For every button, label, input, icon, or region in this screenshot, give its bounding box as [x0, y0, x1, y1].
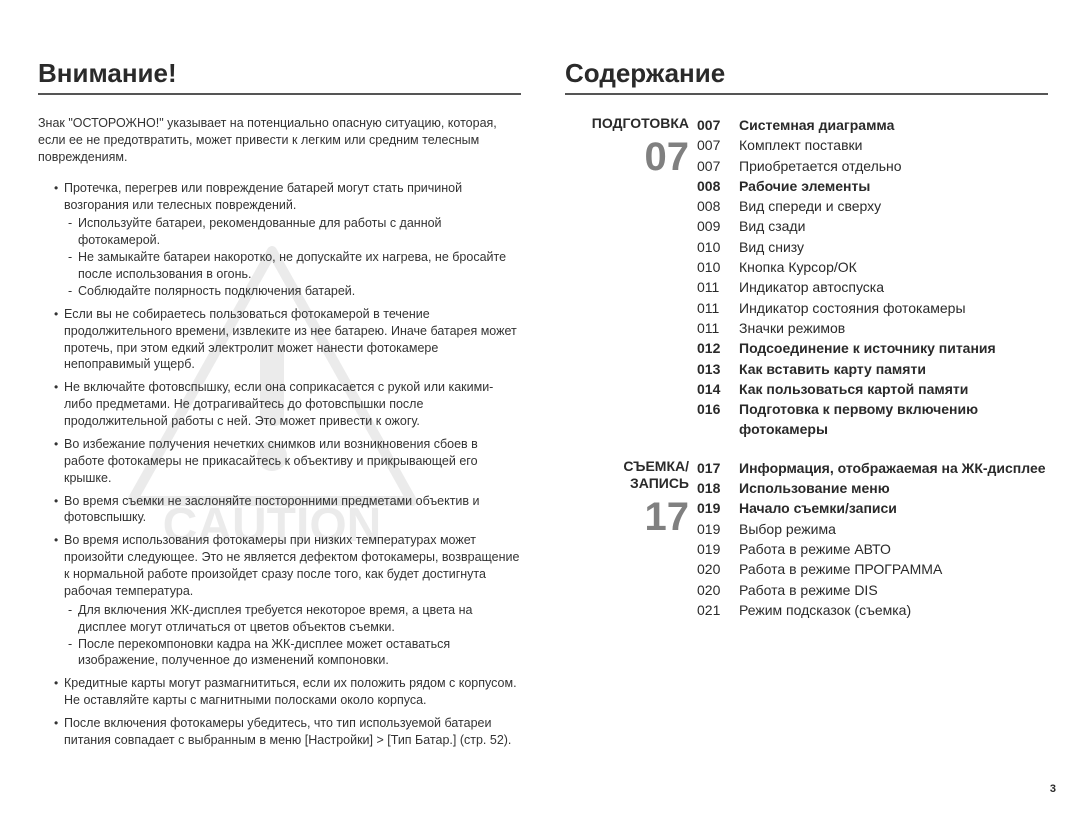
caution-item: Не включайте фотовспышку, если она сопри… — [54, 379, 521, 430]
toc-page-num: 016 — [697, 399, 739, 440]
toc-page-num: 019 — [697, 498, 739, 518]
toc-page-num: 013 — [697, 359, 739, 379]
right-heading: Содержание — [565, 58, 1048, 95]
toc-row: 011Индикатор автоспуска — [697, 277, 1048, 297]
toc-row: 020Работа в режиме ПРОГРАММА — [697, 559, 1048, 579]
toc-title: Вид снизу — [739, 237, 1048, 257]
toc-title: Приобретается отдельно — [739, 156, 1048, 176]
toc-row: 007Приобретается отдельно — [697, 156, 1048, 176]
toc-title: Режим подсказок (съемка) — [739, 600, 1048, 620]
toc-page-num: 021 — [697, 600, 739, 620]
toc-title: Рабочие элементы — [739, 176, 1048, 196]
caution-list: Протечка, перегрев или повреждение батар… — [38, 180, 521, 749]
toc-title: Информация, отображаемая на ЖК-дисплее — [739, 458, 1048, 478]
toc-row: 019Начало съемки/записи — [697, 498, 1048, 518]
toc-title: Как вставить карту памяти — [739, 359, 1048, 379]
toc-title: Работа в режиме DIS — [739, 580, 1048, 600]
toc-page-num: 010 — [697, 237, 739, 257]
toc-title: Значки режимов — [739, 318, 1048, 338]
toc-page-num: 010 — [697, 257, 739, 277]
caution-subitem: Не замыкайте батареи накоротко, не допус… — [68, 249, 521, 283]
toc-page-num: 007 — [697, 135, 739, 155]
toc-row: 007Комплект поставки — [697, 135, 1048, 155]
caution-item: Во время использования фотокамеры при ни… — [54, 532, 521, 669]
toc-row: 011Индикатор состояния фотокамеры — [697, 298, 1048, 318]
toc-page-num: 008 — [697, 176, 739, 196]
left-heading: Внимание! — [38, 58, 521, 95]
toc-title: Использование меню — [739, 478, 1048, 498]
toc-row: 007Системная диаграмма — [697, 115, 1048, 135]
toc-row: 012Подсоединение к источнику питания — [697, 338, 1048, 358]
toc-row: 013Как вставить карту памяти — [697, 359, 1048, 379]
toc-page-num: 008 — [697, 196, 739, 216]
toc-page-num: 011 — [697, 318, 739, 338]
toc-row: 010Вид снизу — [697, 237, 1048, 257]
toc-title: Работа в режиме ПРОГРАММА — [739, 559, 1048, 579]
toc-row: 011Значки режимов — [697, 318, 1048, 338]
toc-title: Индикатор состояния фотокамеры — [739, 298, 1048, 318]
caution-item: Во избежание получения нечетких снимков … — [54, 436, 521, 487]
toc-page-num: 017 — [697, 458, 739, 478]
toc-page-num: 009 — [697, 216, 739, 236]
intro-text: Знак "ОСТОРОЖНО!" указывает на потенциал… — [38, 115, 521, 166]
toc-row: 020Работа в режиме DIS — [697, 580, 1048, 600]
toc-section: ПОДГОТОВКА07007Системная диаграмма007Ком… — [565, 115, 1048, 440]
toc-title: Кнопка Курсор/ОК — [739, 257, 1048, 277]
toc-row: 018Использование меню — [697, 478, 1048, 498]
toc-row: 009Вид сзади — [697, 216, 1048, 236]
toc-row: 021Режим подсказок (съемка) — [697, 600, 1048, 620]
toc-row: 008Вид спереди и сверху — [697, 196, 1048, 216]
toc-row: 019Выбор режима — [697, 519, 1048, 539]
table-of-contents: ПОДГОТОВКА07007Системная диаграмма007Ком… — [565, 115, 1048, 620]
toc-row: 016Подготовка к первому включению фотока… — [697, 399, 1048, 440]
toc-page-num: 011 — [697, 277, 739, 297]
toc-section: СЪЕМКА/ ЗАПИСЬ 17 017Информация, отображае… — [565, 458, 1048, 620]
toc-title: Комплект поставки — [739, 135, 1048, 155]
toc-page-num: 018 — [697, 478, 739, 498]
toc-page-num: 012 — [697, 338, 739, 358]
toc-page-num: 019 — [697, 539, 739, 559]
toc-title: Как пользоваться картой памяти — [739, 379, 1048, 399]
toc-title: Подсоединение к источнику питания — [739, 338, 1048, 358]
toc-page-num: 007 — [697, 115, 739, 135]
caution-subitem: Для включения ЖК-дисплея требуется некот… — [68, 602, 521, 636]
toc-row: 014Как пользоваться картой памяти — [697, 379, 1048, 399]
toc-row: 017Информация, отображаемая на ЖК-диспле… — [697, 458, 1048, 478]
toc-title: Системная диаграмма — [739, 115, 1048, 135]
toc-row: 019Работа в режиме АВТО — [697, 539, 1048, 559]
caution-item: Если вы не собираетесь пользоваться фото… — [54, 306, 521, 374]
toc-title: Индикатор автоспуска — [739, 277, 1048, 297]
toc-page-num: 007 — [697, 156, 739, 176]
page-number: 3 — [1050, 783, 1056, 795]
toc-section-label: СЪЕМКА/ ЗАПИСЬ — [565, 458, 689, 493]
toc-page-num: 014 — [697, 379, 739, 399]
toc-title: Начало съемки/записи — [739, 498, 1048, 518]
toc-page-num: 020 — [697, 559, 739, 579]
caution-subitem: Используйте батареи, рекомендованные для… — [68, 215, 521, 249]
toc-title: Вид спереди и сверху — [739, 196, 1048, 216]
toc-title: Работа в режиме АВТО — [739, 539, 1048, 559]
toc-row: 008Рабочие элементы — [697, 176, 1048, 196]
caution-subitem: Соблюдайте полярность подключения батаре… — [68, 283, 521, 300]
caution-item: Кредитные карты могут размагнититься, ес… — [54, 675, 521, 709]
toc-title: Подготовка к первому включению фотокамер… — [739, 399, 1048, 440]
toc-title: Вид сзади — [739, 216, 1048, 236]
toc-row: 010Кнопка Курсор/ОК — [697, 257, 1048, 277]
toc-page-num: 011 — [697, 298, 739, 318]
toc-section-label: ПОДГОТОВКА — [565, 115, 689, 133]
toc-page-num: 019 — [697, 519, 739, 539]
toc-title: Выбор режима — [739, 519, 1048, 539]
toc-section-number: 17 — [565, 497, 689, 537]
toc-section-number: 07 — [565, 137, 689, 177]
caution-item: Во время съемки не заслоняйте посторонни… — [54, 493, 521, 527]
caution-item: После включения фотокамеры убедитесь, чт… — [54, 715, 521, 749]
caution-item: Протечка, перегрев или повреждение батар… — [54, 180, 521, 300]
toc-page-num: 020 — [697, 580, 739, 600]
caution-subitem: После перекомпоновки кадра на ЖК-дисплее… — [68, 636, 521, 670]
